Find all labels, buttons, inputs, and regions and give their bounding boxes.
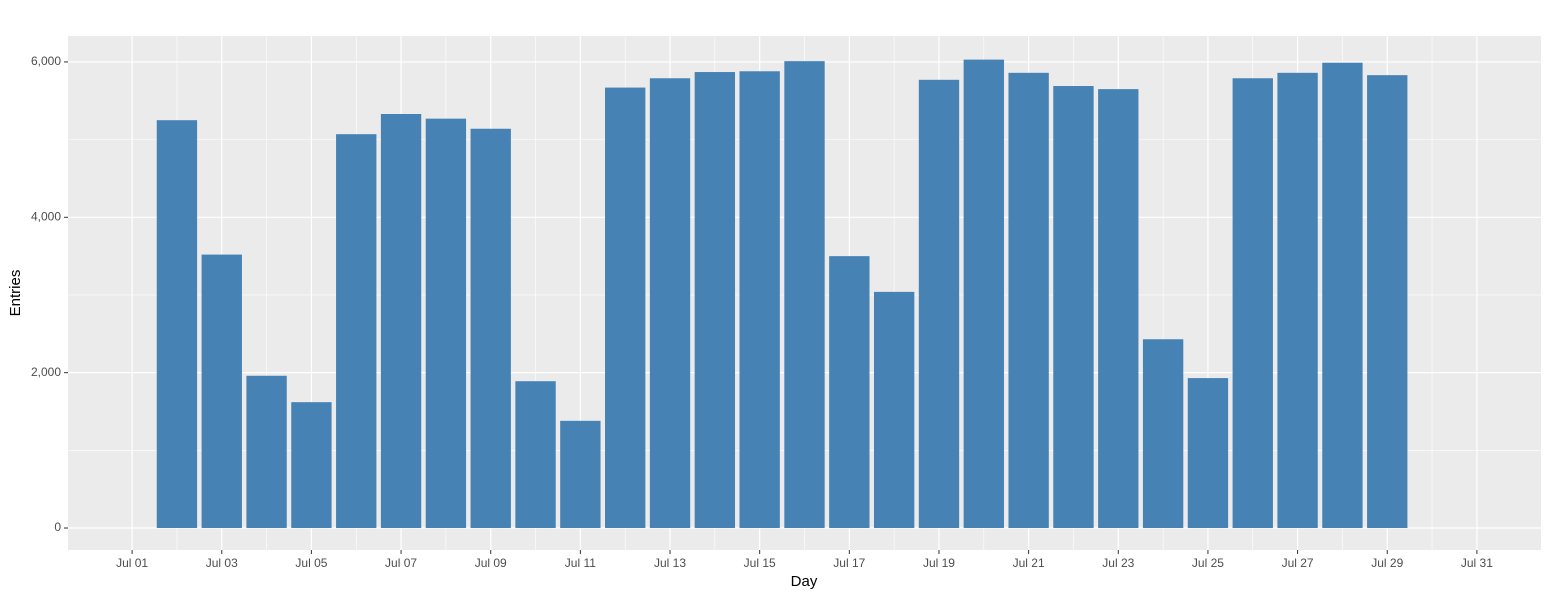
x-tick-label: Jul 21 (1013, 556, 1045, 570)
x-tick-label: Jul 09 (475, 556, 507, 570)
bar (425, 118, 467, 529)
bar (515, 381, 556, 529)
bar (1142, 339, 1184, 529)
bar (1322, 62, 1363, 529)
x-tick-label: Jul 31 (1461, 556, 1493, 570)
bar (784, 61, 825, 529)
bar (605, 87, 646, 529)
bar (246, 375, 287, 529)
bar (380, 113, 422, 529)
x-tick-label: Jul 23 (1102, 556, 1134, 570)
x-tick-label: Jul 19 (923, 556, 955, 570)
bar (560, 420, 601, 529)
bar (739, 71, 780, 529)
bar (1187, 378, 1229, 529)
bar (1232, 78, 1273, 529)
bar (1053, 86, 1094, 529)
bar (918, 79, 960, 529)
bar (1098, 89, 1139, 529)
bar (156, 120, 198, 529)
x-tick-label: Jul 07 (385, 556, 417, 570)
y-tick-label: 2,000 (31, 365, 61, 379)
x-tick-label: Jul 27 (1282, 556, 1314, 570)
bar (1008, 72, 1049, 529)
bar (694, 72, 736, 529)
bar (201, 254, 242, 529)
y-tick-label: 6,000 (31, 54, 61, 68)
x-tick-label: Jul 11 (565, 556, 596, 570)
x-tick-label: Jul 29 (1371, 556, 1403, 570)
x-tick-label: Jul 13 (654, 556, 686, 570)
x-tick-label: Jul 15 (744, 556, 776, 570)
bar (1367, 75, 1408, 529)
bar (963, 59, 1004, 529)
x-tick-label: Jul 17 (833, 556, 865, 570)
y-tick-label: 4,000 (31, 209, 61, 223)
x-tick-label: Jul 01 (116, 556, 148, 570)
y-axis-title: Entries (7, 270, 24, 317)
bar (829, 256, 870, 529)
bar (873, 291, 915, 529)
bars (156, 59, 1408, 529)
x-tick-label: Jul 05 (295, 556, 327, 570)
bar (291, 402, 332, 529)
bar (336, 134, 377, 529)
bar (649, 78, 691, 529)
x-tick-label: Jul 03 (206, 556, 238, 570)
y-tick-label: 0 (54, 520, 61, 534)
x-tick-label: Jul 25 (1192, 556, 1224, 570)
x-axis-title: Day (791, 573, 818, 590)
bar (1277, 72, 1318, 529)
bar (470, 128, 511, 529)
